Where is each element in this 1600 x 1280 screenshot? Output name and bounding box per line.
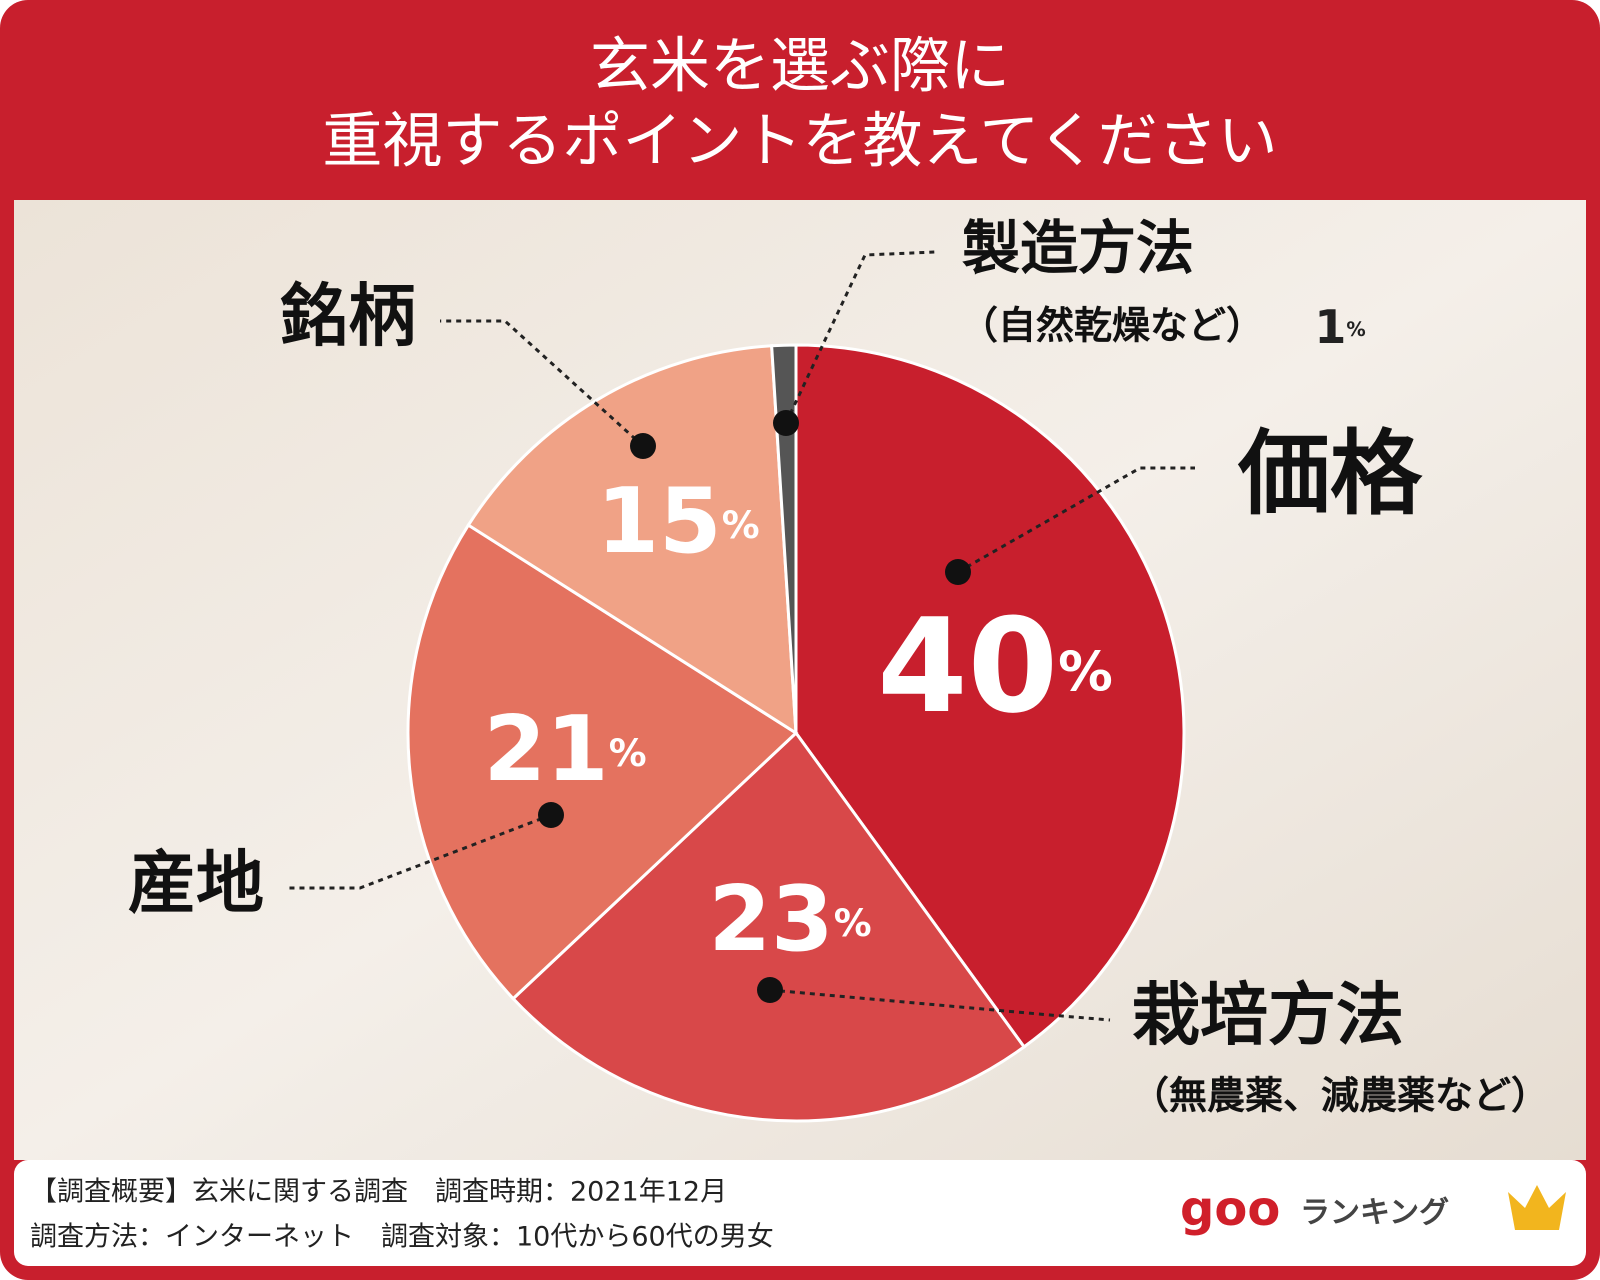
leader-dot — [538, 802, 564, 828]
logo-brand: goo — [1180, 1181, 1280, 1237]
category-label: 栽培方法 — [1132, 977, 1404, 1056]
leader-dot — [773, 410, 799, 436]
leader-dot — [757, 977, 783, 1003]
leader-line — [440, 319, 645, 448]
footer-panel — [14, 1160, 1586, 1266]
pie-slice — [511, 730, 1027, 1123]
value-label: 40% — [877, 590, 1113, 742]
value-label: 21% — [483, 697, 646, 802]
category-note: （無農薬、減農薬など） — [1131, 1074, 1549, 1118]
category-note: （自然乾燥など） — [960, 304, 1264, 348]
footer-text: 【調査概要】玄米に関する調査 調査時期：2021年12月 — [30, 1177, 727, 1208]
pie-slice — [466, 344, 798, 736]
value-label: 23% — [708, 867, 871, 972]
title-line: 玄米を選ぶ際に — [590, 32, 1010, 102]
leader-dot — [945, 559, 971, 585]
category-label: 産地 — [128, 845, 264, 924]
leader-line — [784, 250, 936, 424]
footer-text: 調査方法：インターネット 調査対象：10代から60代の男女 — [30, 1222, 774, 1253]
pie-slice — [794, 343, 1186, 1049]
value-label: 1% — [1314, 300, 1365, 354]
leader-dot — [630, 433, 656, 459]
logo-text: ランキング — [1300, 1196, 1449, 1231]
title-line: 重視するポイントを教えてください — [322, 107, 1277, 177]
pie-slice — [770, 343, 798, 734]
category-label: 価格 — [1237, 420, 1423, 527]
leader-line — [285, 813, 552, 890]
crown-icon — [1508, 1185, 1566, 1230]
category-label: 銘柄 — [280, 278, 416, 357]
leader-line — [769, 988, 1111, 1022]
pie-slice — [406, 523, 799, 1001]
value-label: 15% — [596, 469, 759, 574]
category-label: 製造方法 — [962, 214, 1194, 282]
